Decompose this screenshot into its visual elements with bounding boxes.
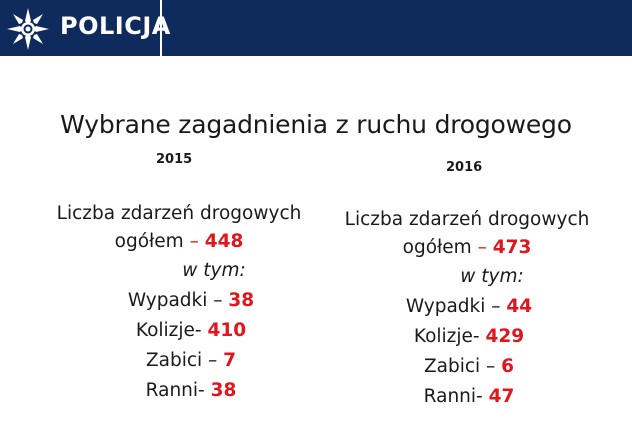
stat-row-kolizje: Kolizje- 429 bbox=[322, 322, 612, 352]
total-label: Liczba zdarzeń drogowych bbox=[344, 209, 590, 230]
w-tym-label: w tym: bbox=[182, 260, 246, 281]
stat-row-ranni: Ranni- 38 bbox=[34, 376, 324, 406]
stat-value: 44 bbox=[506, 296, 533, 317]
stat-row-wypadki: Wypadki – 38 bbox=[34, 286, 324, 316]
stat-label: Ranni- bbox=[423, 386, 489, 407]
w-tym-label: w tym: bbox=[460, 266, 524, 287]
header-divider bbox=[160, 0, 162, 56]
stat-value: 47 bbox=[488, 386, 515, 407]
stat-value: 410 bbox=[207, 320, 247, 341]
year-label-2016: 2016 bbox=[446, 160, 483, 175]
stat-label: Ranni- bbox=[145, 380, 211, 401]
police-star-icon bbox=[7, 8, 49, 50]
total-value: 448 bbox=[204, 231, 244, 252]
stat-label: Zabici – bbox=[423, 356, 502, 377]
stats-column-2015: Liczba zdarzeń drogowych ogółem – 448 w … bbox=[34, 200, 324, 406]
total-dash: – bbox=[183, 231, 205, 252]
stat-label: Wypadki – bbox=[405, 296, 507, 317]
stat-value: 6 bbox=[501, 356, 515, 377]
stat-label: Zabici – bbox=[145, 350, 224, 371]
stat-row-ranni: Ranni- 47 bbox=[322, 382, 612, 412]
year-label-2015: 2015 bbox=[156, 152, 193, 167]
stat-label: Kolizje- bbox=[413, 326, 486, 347]
stat-label: Wypadki – bbox=[127, 290, 229, 311]
total-label: Liczba zdarzeń drogowych bbox=[56, 203, 302, 224]
total-label-word: ogółem bbox=[114, 231, 184, 252]
stat-row-zabici: Zabici – 7 bbox=[34, 346, 324, 376]
stat-value: 7 bbox=[223, 350, 237, 371]
stat-row-kolizje: Kolizje- 410 bbox=[34, 316, 324, 346]
slide-title: Wybrane zagadnienia z ruchu drogowego bbox=[60, 110, 572, 139]
stat-row-wypadki: Wypadki – 44 bbox=[322, 292, 612, 322]
header-bar: POLICJA bbox=[0, 0, 632, 56]
stat-row-zabici: Zabici – 6 bbox=[322, 352, 612, 382]
stat-label: Kolizje- bbox=[135, 320, 208, 341]
stats-column-2016: Liczba zdarzeń drogowych ogółem – 473 w … bbox=[322, 206, 612, 412]
total-label-word: ogółem bbox=[402, 237, 472, 258]
total-dash: – bbox=[471, 237, 493, 258]
stat-value: 38 bbox=[210, 380, 237, 401]
total-line: ogółem – 473 bbox=[322, 234, 612, 262]
total-value: 473 bbox=[492, 237, 532, 258]
stat-value: 38 bbox=[228, 290, 255, 311]
stat-value: 429 bbox=[485, 326, 525, 347]
brand-name: POLICJA bbox=[60, 12, 171, 40]
total-line: ogółem – 448 bbox=[34, 228, 324, 256]
